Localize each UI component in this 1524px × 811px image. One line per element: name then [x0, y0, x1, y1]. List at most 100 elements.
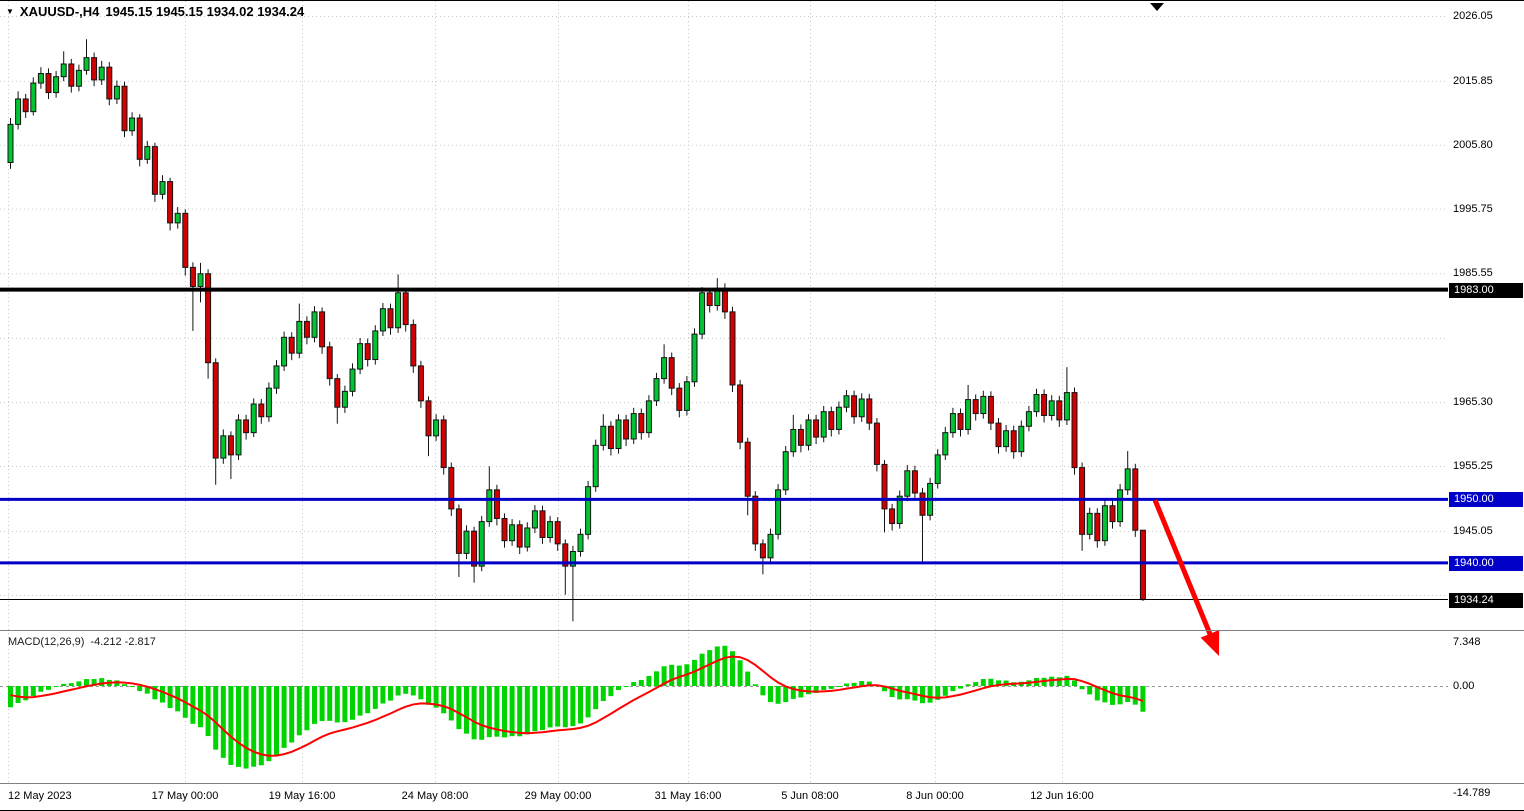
candle-down	[493, 489, 500, 519]
candle-up	[463, 530, 470, 554]
candle-down	[91, 57, 98, 81]
ohlc-toggle-icon[interactable]: ▼	[6, 6, 14, 16]
candle-up	[1063, 392, 1070, 421]
candle-up	[311, 311, 318, 338]
macd-histogram-bar	[152, 686, 158, 700]
macd-histogram-bar	[319, 686, 325, 722]
macd-histogram-bar	[205, 686, 211, 737]
macd-histogram-bar	[562, 686, 568, 728]
macd-histogram-bar	[410, 686, 416, 696]
macd-histogram-bar	[646, 676, 652, 686]
chart-shift-marker-icon[interactable]	[1150, 3, 1164, 11]
macd-histogram-bar	[798, 686, 804, 698]
macd-histogram-bar	[502, 686, 507, 738]
candle-down	[706, 292, 713, 307]
candle-up	[1101, 505, 1108, 542]
candle-down	[212, 362, 219, 459]
candle-up	[357, 343, 364, 370]
macd-values: -4.212 -2.817	[90, 636, 156, 648]
macd-histogram-bar	[692, 659, 697, 686]
candle-up	[30, 82, 37, 113]
macd-histogram-bar	[585, 686, 591, 718]
macd-histogram-bar	[517, 686, 523, 737]
macd-histogram-bar	[760, 686, 766, 696]
macd-histogram-bar	[403, 686, 409, 694]
macd-histogram-bar	[806, 686, 811, 695]
macd-indicator-label: MACD(12,26,9) -4.212 -2.817	[8, 636, 156, 648]
candle-up	[129, 117, 136, 132]
macd-histogram-bar	[851, 682, 857, 686]
macd-histogram-bar	[1087, 686, 1093, 695]
candle-down	[205, 273, 212, 364]
candle-up	[60, 63, 67, 78]
candle-down	[455, 508, 462, 554]
macd-histogram-bar	[882, 686, 887, 692]
annotation-arrow-line[interactable]	[1152, 499, 1214, 639]
candle-up	[531, 510, 538, 529]
candle-down	[288, 336, 295, 354]
candle-down	[516, 524, 523, 548]
candle-down	[258, 403, 265, 418]
macd-histogram-bar	[669, 664, 675, 686]
candle-up	[509, 524, 516, 542]
candle-down	[1056, 400, 1063, 421]
macd-histogram-bar	[828, 686, 834, 689]
candle-up	[250, 403, 257, 434]
candle-up	[904, 470, 911, 497]
annotation-arrow-head[interactable]	[1200, 630, 1220, 656]
candle-down	[425, 400, 432, 437]
candle-up	[683, 381, 690, 411]
candle-up	[395, 292, 402, 329]
macd-histogram-bar	[433, 686, 439, 708]
macd-histogram-bar	[980, 679, 986, 686]
ohlc-values: 1945.15 1945.15 1934.02 1934.24	[105, 4, 305, 19]
candle-up	[585, 486, 592, 535]
macd-histogram-bar	[53, 686, 59, 688]
candle-up	[645, 400, 652, 434]
candle-up	[767, 533, 774, 559]
candle-up	[83, 57, 90, 71]
candle-down	[243, 419, 250, 434]
macd-histogram-bar	[122, 684, 127, 686]
candle-down	[417, 365, 424, 402]
macd-histogram-bar	[334, 686, 340, 723]
candle-down	[387, 308, 394, 329]
candle-up	[600, 425, 607, 446]
macd-histogram-bar	[251, 686, 257, 767]
macd-histogram-bar	[350, 686, 355, 720]
macd-histogram-bar	[790, 686, 796, 699]
candle-up	[220, 435, 227, 459]
candle-down	[881, 463, 888, 510]
macd-histogram-bar	[281, 686, 287, 748]
candle-up	[896, 495, 903, 525]
candle-up	[433, 419, 440, 437]
macd-histogram-bar	[68, 683, 74, 686]
macd-histogram-bar	[258, 686, 264, 766]
candle-up	[15, 98, 22, 125]
macd-histogram-bar	[144, 686, 150, 694]
candle-down	[1071, 392, 1078, 469]
candle-down	[106, 66, 113, 100]
macd-histogram-bar	[479, 686, 485, 740]
macd-histogram-bar	[532, 686, 538, 732]
candle-up	[1033, 393, 1040, 413]
candle-down	[797, 428, 804, 446]
macd-histogram-bar	[844, 683, 849, 686]
candle-up	[524, 527, 531, 548]
candle-down	[676, 387, 683, 411]
candle-down	[45, 73, 52, 94]
macd-histogram-bar	[676, 665, 682, 686]
candle-down	[319, 311, 326, 348]
candle-down	[448, 467, 455, 510]
candle-down	[68, 63, 75, 87]
macd-histogram	[8, 645, 1146, 769]
macd-histogram-bar	[714, 646, 720, 686]
macd-histogram-bar	[266, 686, 272, 762]
candle-up	[934, 454, 941, 484]
candle-down	[607, 425, 614, 450]
macd-histogram-bar	[1079, 686, 1085, 690]
macd-histogram-bar	[61, 683, 67, 686]
candle-down	[911, 470, 918, 494]
